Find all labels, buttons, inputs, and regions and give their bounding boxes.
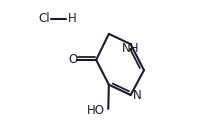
Text: O: O [68,53,77,66]
Text: N: N [133,89,141,102]
Text: HO: HO [87,104,105,117]
Text: H: H [68,12,77,25]
Text: Cl: Cl [38,12,49,25]
Text: NH: NH [122,42,139,55]
